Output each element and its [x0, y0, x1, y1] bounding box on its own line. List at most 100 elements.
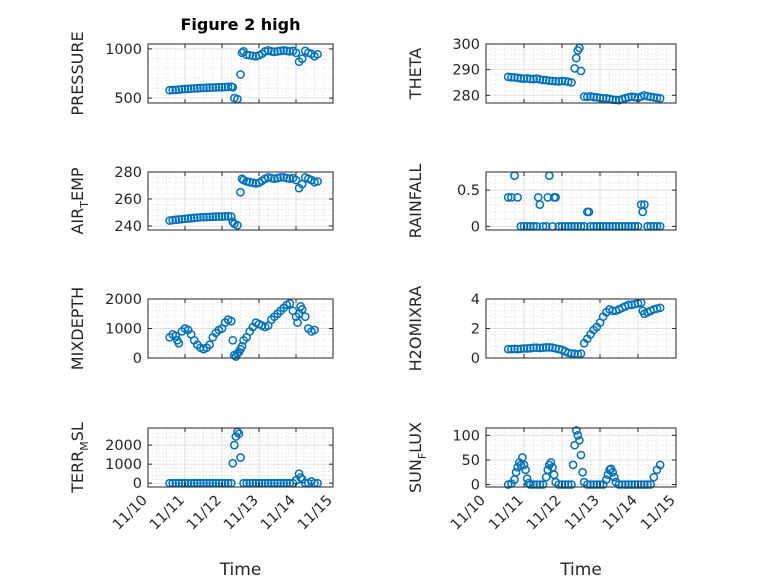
data-point — [589, 92, 599, 102]
data-point — [554, 77, 564, 86]
chart-title: Figure 2 high — [181, 15, 301, 34]
data-point — [646, 480, 656, 489]
data-point — [573, 431, 583, 440]
data-point — [189, 84, 199, 93]
data-point — [643, 91, 652, 101]
y-tick-label: 2 — [471, 322, 480, 338]
x-tick-label: 11/13 — [221, 493, 262, 534]
data-point — [516, 344, 526, 354]
data-point — [171, 85, 181, 95]
data-point — [529, 343, 538, 353]
data-point — [609, 472, 619, 482]
data-point — [180, 214, 190, 224]
y-tick-label: 280 — [114, 165, 142, 181]
y-tick-label: 300 — [452, 37, 480, 53]
data-point — [586, 480, 595, 489]
chart-panel-6: 0 2 4 H2OMIXRA — [406, 286, 677, 371]
data-point — [541, 75, 551, 85]
data-point — [516, 74, 526, 83]
data-point — [544, 343, 554, 352]
data-point — [196, 83, 205, 93]
data-point — [525, 343, 535, 353]
data-point — [511, 467, 521, 477]
data-point — [513, 193, 523, 202]
y-axis-label: SUNFLUX — [406, 422, 429, 493]
x-tick-label: 11/15 — [295, 493, 336, 534]
x-tick-label: 11/11 — [147, 493, 188, 534]
data-point — [285, 47, 295, 56]
y-tick-label: 0.5 — [457, 183, 480, 199]
data-point — [266, 47, 276, 56]
y-tick-label: 280 — [452, 88, 480, 104]
data-point — [639, 480, 649, 489]
data-point — [313, 49, 322, 59]
data-point — [297, 179, 307, 189]
data-point — [228, 335, 238, 345]
data-point — [582, 480, 592, 489]
data-point — [228, 458, 238, 468]
chart-panel-1: 500 1000 PRESSURE Figure 2 high — [68, 15, 334, 116]
data-point — [186, 213, 196, 223]
data-point — [205, 212, 215, 222]
data-point — [546, 458, 556, 467]
data-point — [557, 480, 567, 489]
data-point — [293, 318, 302, 327]
y-tick-label: 0 — [133, 476, 142, 492]
data-point — [652, 93, 662, 103]
data-point — [168, 215, 178, 225]
data-point — [220, 212, 230, 221]
data-point — [575, 435, 584, 445]
data-point — [223, 82, 233, 92]
data-point — [557, 76, 567, 86]
data-point — [214, 212, 224, 221]
chart-panel-2: 280 290 300 THETA — [406, 37, 677, 105]
data-point — [237, 174, 247, 184]
data-point — [589, 480, 599, 489]
data-point — [578, 467, 587, 477]
y-tick-label: 260 — [114, 192, 142, 208]
data-point — [236, 187, 245, 197]
data-point — [532, 343, 542, 353]
axes-box — [485, 43, 677, 104]
data-point — [563, 480, 573, 489]
data-point — [568, 460, 578, 470]
data-point — [519, 74, 529, 83]
data-point — [576, 349, 586, 358]
data-point — [627, 480, 637, 489]
data-point — [649, 472, 659, 482]
data-point — [237, 341, 247, 351]
x-tick-label: 11/10 — [110, 493, 151, 534]
series-markers — [165, 46, 322, 104]
data-point — [576, 66, 586, 76]
data-point — [503, 344, 513, 354]
data-point — [273, 47, 282, 56]
data-point — [567, 349, 576, 358]
data-point — [510, 344, 519, 354]
axes-box — [147, 171, 334, 231]
data-point — [639, 200, 649, 209]
data-point — [525, 74, 535, 84]
data-point — [570, 440, 580, 450]
data-point — [535, 480, 545, 489]
data-point — [535, 343, 545, 353]
data-point — [211, 212, 221, 221]
y-axis-label: RAINFALL — [406, 164, 425, 239]
data-point — [282, 46, 292, 56]
data-point — [199, 83, 208, 93]
data-point — [234, 429, 244, 439]
data-point — [171, 215, 181, 225]
data-point — [624, 300, 633, 310]
data-point — [598, 94, 608, 103]
data-point — [551, 193, 561, 202]
data-point — [532, 480, 542, 489]
data-point — [165, 216, 174, 225]
data-point — [601, 475, 611, 484]
data-point — [242, 50, 252, 60]
data-point — [171, 331, 181, 341]
data-point — [510, 72, 519, 82]
axes-box — [485, 427, 677, 488]
data-point — [177, 84, 187, 94]
series-markers — [503, 43, 665, 105]
data-point — [183, 84, 193, 94]
